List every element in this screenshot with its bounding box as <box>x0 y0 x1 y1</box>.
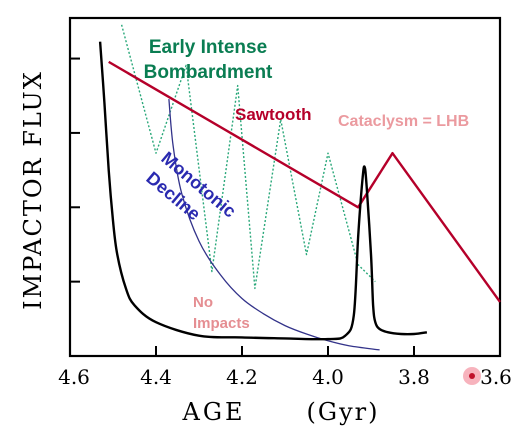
sawtooth-label: Sawtooth <box>235 105 312 124</box>
y-axis-label: IMPACTOR FLUX <box>19 70 47 310</box>
x-ticks: 4.6 4.4 4.2 4.0 3.8 3.6 <box>58 346 512 389</box>
series-line-monotonic <box>169 99 380 350</box>
cataclysm-label: Cataclysm = LHB <box>338 113 469 130</box>
y-ticks <box>70 59 80 282</box>
x-tick-label-0: 4.6 <box>58 365 90 389</box>
early-bombardment-label-line2: Bombardment <box>144 62 273 83</box>
x-tick-label-2: 4.2 <box>226 365 258 389</box>
x-tick-label-5: 3.6 <box>480 365 512 389</box>
x-axis-unit: (Gyr) <box>307 398 380 426</box>
x-axis-label: AGE <box>181 398 245 426</box>
x-tick-label-3: 4.0 <box>312 365 344 389</box>
no-impacts-label-line2: Impacts <box>193 315 250 332</box>
x-tick-label-1: 4.4 <box>140 365 172 389</box>
no-impacts-label-line1: No <box>193 294 213 311</box>
early-bombardment-label-line1: Early Intense <box>149 37 267 58</box>
x-tick-label-4: 3.8 <box>398 365 430 389</box>
cursor-marker-core <box>469 373 475 379</box>
